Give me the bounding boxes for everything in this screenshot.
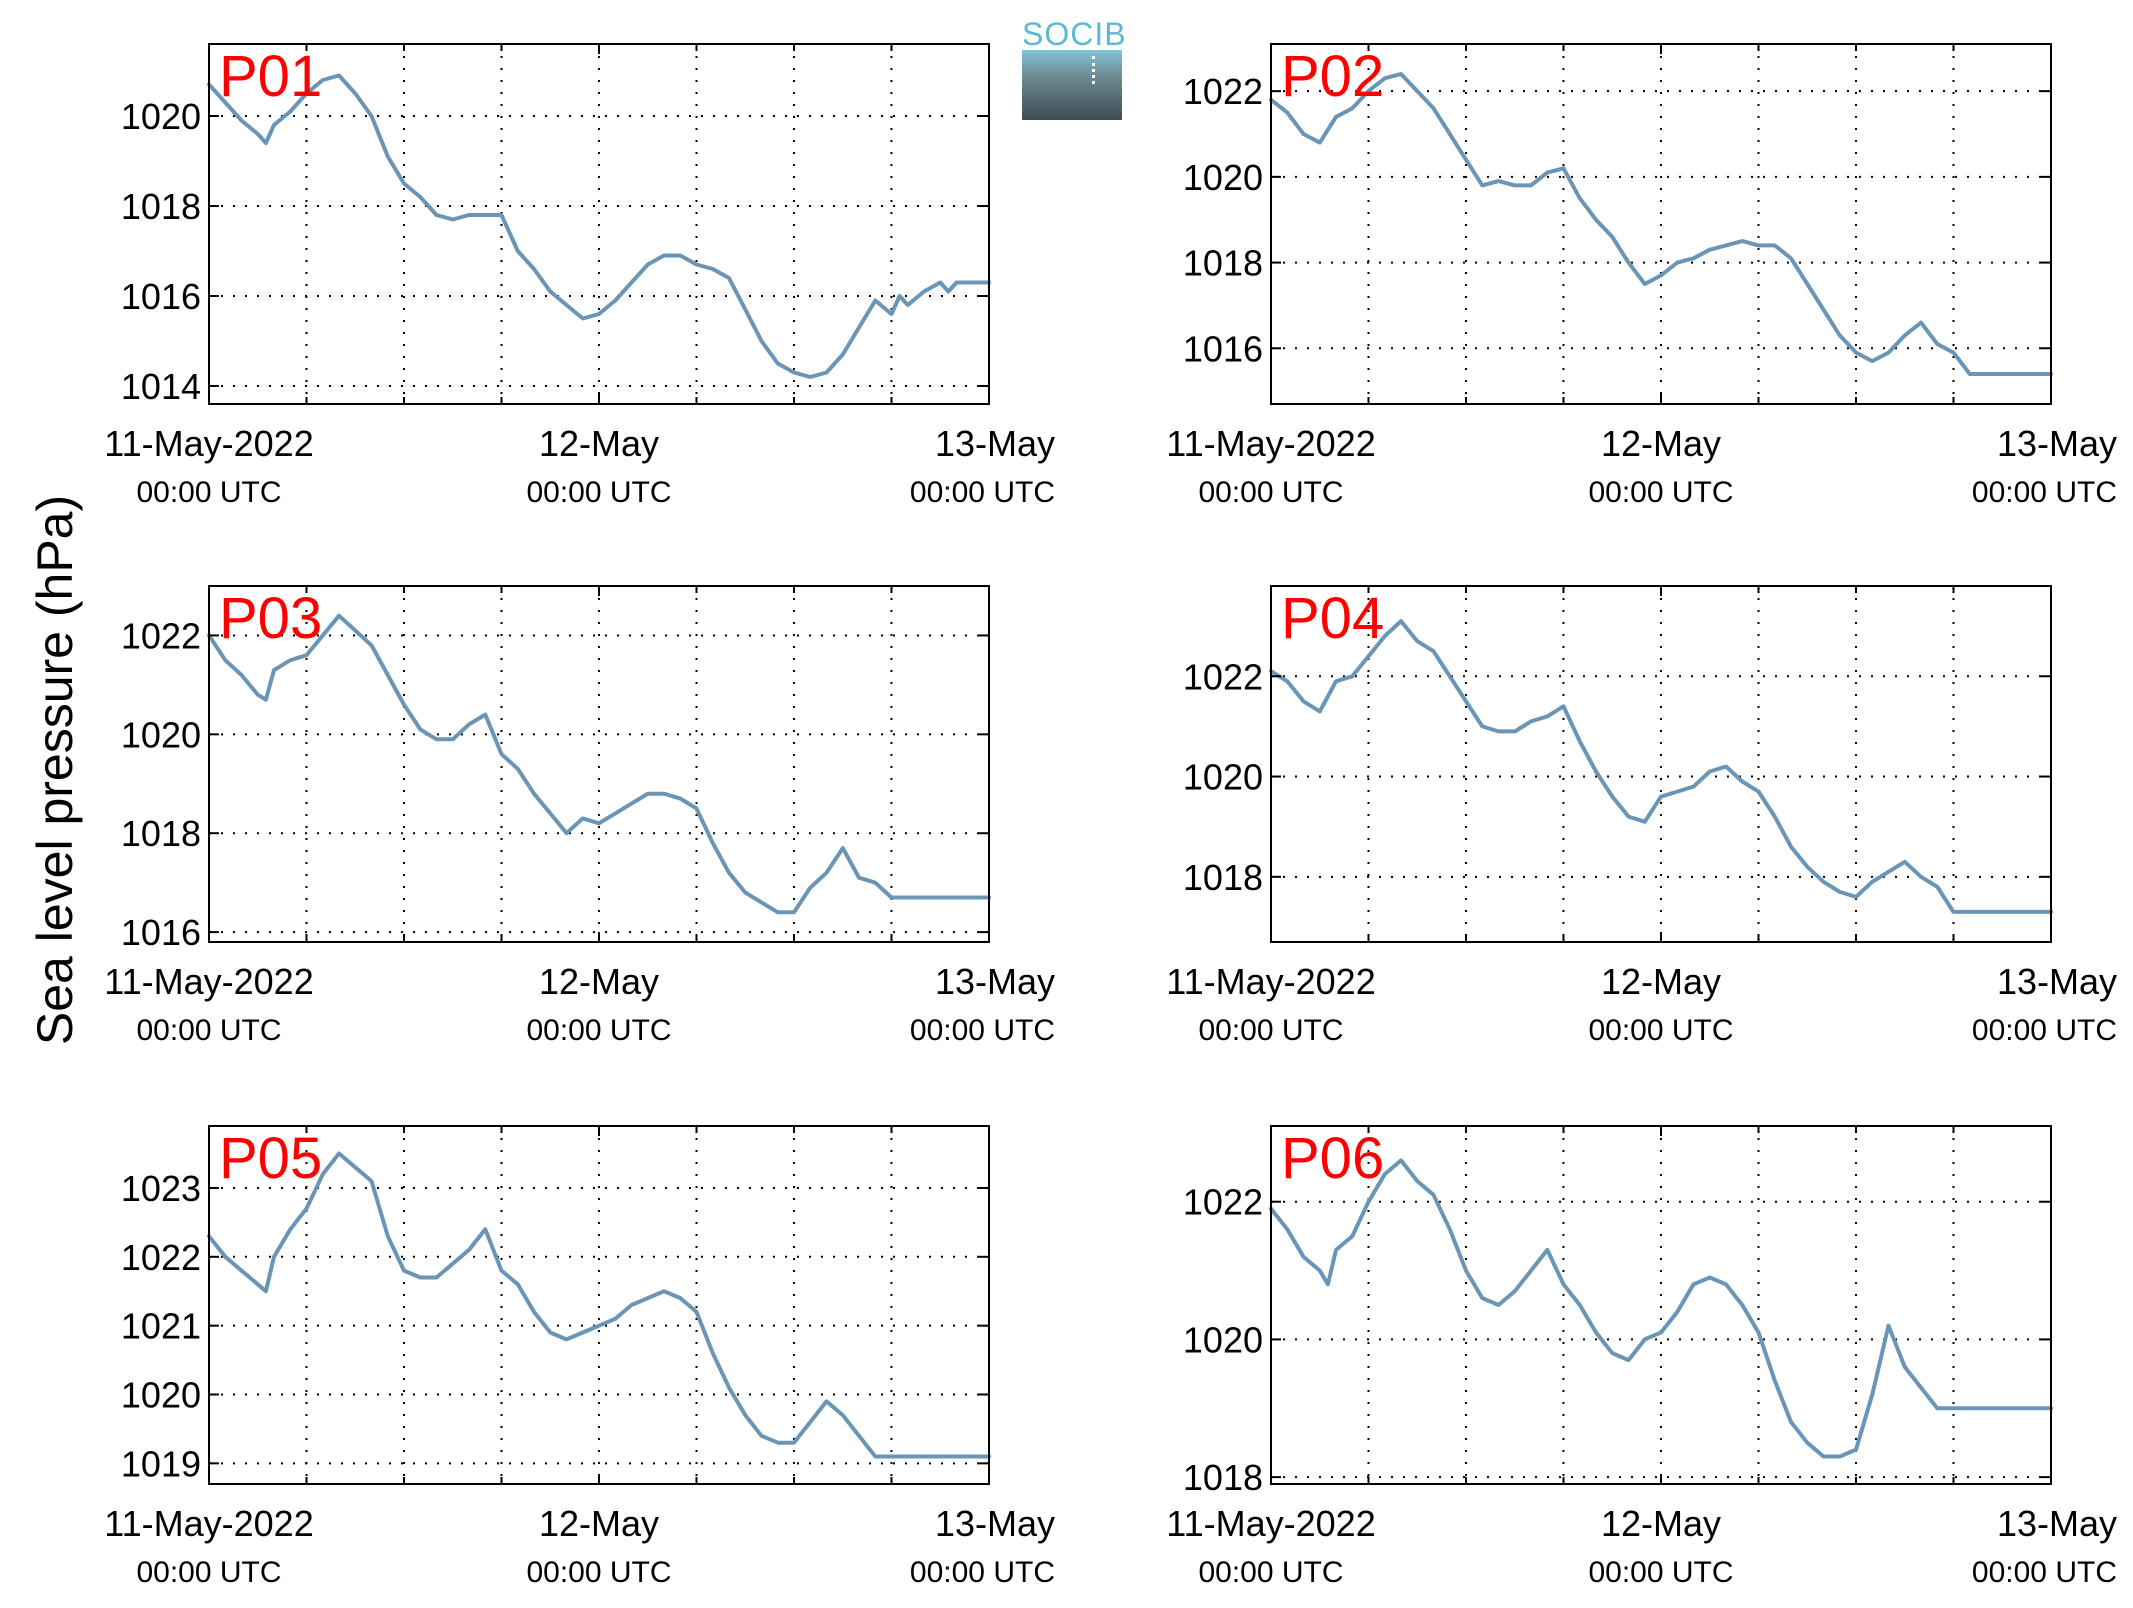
y-tick-label: 1018	[1183, 857, 1263, 898]
axes-frame	[1270, 585, 2052, 943]
x-tick-sublabel: 00:00 UTC	[526, 1556, 671, 1589]
x-tick-sublabel: 00:00 UTC	[1198, 476, 1343, 509]
y-tick-label: 1022	[121, 615, 201, 656]
logo-mark	[1092, 56, 1095, 84]
panel-label: P06	[1281, 1126, 1384, 1191]
x-tick-sublabel: 00:00 UTC	[910, 1014, 1055, 1047]
y-tick-label: 1022	[121, 1237, 201, 1278]
data-series-line	[207, 1151, 991, 1459]
axes-frame	[1270, 1125, 2052, 1485]
logo-graphic	[1022, 50, 1122, 120]
x-tick-sublabel: 00:00 UTC	[136, 476, 281, 509]
x-tick-sublabel: 00:00 UTC	[136, 1556, 281, 1589]
x-tick-label: 12-May	[1601, 1503, 1721, 1544]
panel-label: P01	[219, 44, 322, 109]
x-tick-sublabel: 00:00 UTC	[910, 1556, 1055, 1589]
panel-p05: 11-May-2022 00:00 UTC 12-May 00:00 UTC 13-Ma…	[104, 1125, 1055, 1589]
x-tick-label: 12-May	[539, 961, 659, 1002]
y-tick-label: 1020	[1183, 157, 1263, 198]
x-tick-label: 11-May-2022	[104, 961, 313, 1002]
x-tick-sublabel: 00:00 UTC	[526, 1014, 671, 1047]
panel-p02: 11-May-2022 00:00 UTC 12-May 00:00 UTC 13-Ma…	[1166, 43, 2117, 509]
x-tick-sublabel: 00:00 UTC	[1972, 1014, 2117, 1047]
x-tick-sublabel: 00:00 UTC	[136, 1014, 281, 1047]
y-tick-label: 1018	[1183, 1457, 1263, 1498]
x-tick-label: 13-May	[1997, 423, 2117, 464]
data-series-line	[1269, 72, 2053, 376]
x-tick-label: 11-May-2022	[1166, 1503, 1375, 1544]
y-tick-label: 1016	[121, 912, 201, 953]
data-series-line	[1269, 1158, 2053, 1459]
x-tick-label: 13-May	[935, 423, 1055, 464]
y-tick-label: 1014	[121, 366, 201, 407]
x-tick-sublabel: 00:00 UTC	[910, 476, 1055, 509]
y-tick-label: 1020	[121, 1375, 201, 1416]
x-tick-sublabel: 00:00 UTC	[1972, 476, 2117, 509]
x-tick-label: 11-May-2022	[104, 1503, 313, 1544]
axes-frame	[208, 1125, 990, 1485]
x-tick-sublabel: 00:00 UTC	[1588, 1014, 1733, 1047]
x-tick-sublabel: 00:00 UTC	[1198, 1014, 1343, 1047]
x-tick-label: 11-May-2022	[1166, 423, 1375, 464]
x-tick-label: 11-May-2022	[104, 423, 313, 464]
x-tick-label: 13-May	[935, 961, 1055, 1002]
panel-p04: 11-May-2022 00:00 UTC 12-May 00:00 UTC 13-Ma…	[1166, 585, 2117, 1047]
y-tick-label: 1016	[121, 276, 201, 317]
y-tick-label: 1022	[1183, 656, 1263, 697]
x-tick-sublabel: 00:00 UTC	[1588, 1556, 1733, 1589]
y-axis-label: Sea level pressure (hPa)	[27, 494, 83, 1046]
y-tick-label: 1018	[1183, 243, 1263, 284]
data-series-line	[207, 613, 991, 915]
x-tick-label: 12-May	[539, 423, 659, 464]
y-tick-label: 1016	[1183, 328, 1263, 369]
y-tick-label: 1020	[121, 96, 201, 137]
logo-text: SOCIB	[1022, 16, 1127, 52]
x-tick-sublabel: 00:00 UTC	[1588, 476, 1733, 509]
y-tick-label: 1019	[121, 1443, 201, 1484]
x-tick-label: 13-May	[935, 1503, 1055, 1544]
x-tick-label: 11-May-2022	[1166, 961, 1375, 1002]
panel-label: P03	[219, 586, 322, 651]
panel-p06: 11-May-2022 00:00 UTC 12-May 00:00 UTC 13-Ma…	[1166, 1125, 2117, 1589]
y-tick-label: 1022	[1183, 1182, 1263, 1223]
panel-label: P05	[219, 1126, 322, 1191]
x-tick-sublabel: 00:00 UTC	[1972, 1556, 2117, 1589]
panel-p03: 11-May-2022 00:00 UTC 12-May 00:00 UTC 13-Ma…	[104, 585, 1055, 1047]
panel-p01: 11-May-2022 00:00 UTC 12-May 00:00 UTC 13-Ma…	[104, 43, 1055, 509]
y-tick-label: 1023	[121, 1168, 201, 1209]
socib-logo: SOCIB	[1022, 16, 1127, 120]
y-tick-label: 1018	[121, 186, 201, 227]
x-tick-label: 13-May	[1997, 961, 2117, 1002]
y-tick-label: 1018	[121, 813, 201, 854]
x-tick-label: 12-May	[1601, 423, 1721, 464]
data-series-line	[207, 73, 991, 379]
y-tick-label: 1020	[121, 714, 201, 755]
x-tick-label: 12-May	[539, 1503, 659, 1544]
panel-label: P04	[1281, 586, 1384, 651]
panel-label: P02	[1281, 44, 1384, 109]
x-tick-sublabel: 00:00 UTC	[1198, 1556, 1343, 1589]
x-tick-label: 13-May	[1997, 1503, 2117, 1544]
y-tick-label: 1021	[121, 1306, 201, 1347]
y-tick-label: 1020	[1183, 1319, 1263, 1360]
y-tick-label: 1022	[1183, 71, 1263, 112]
axes-frame	[208, 585, 990, 943]
x-tick-label: 12-May	[1601, 961, 1721, 1002]
data-series-line	[1269, 619, 2053, 914]
x-tick-sublabel: 00:00 UTC	[526, 476, 671, 509]
y-tick-label: 1020	[1183, 757, 1263, 798]
